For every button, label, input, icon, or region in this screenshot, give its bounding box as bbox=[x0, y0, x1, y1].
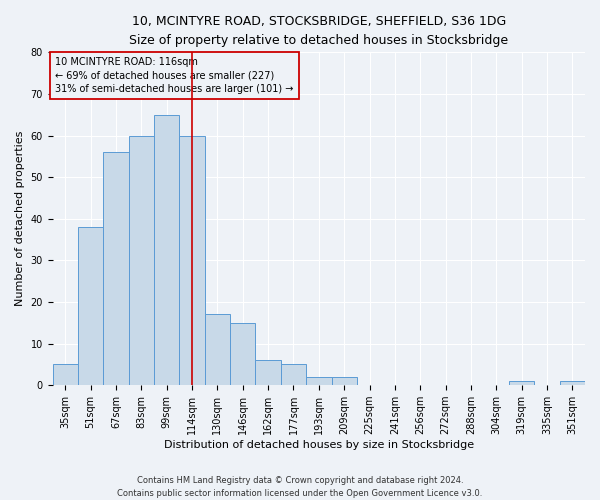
Text: 10 MCINTYRE ROAD: 116sqm
← 69% of detached houses are smaller (227)
31% of semi-: 10 MCINTYRE ROAD: 116sqm ← 69% of detach… bbox=[55, 58, 293, 94]
Title: 10, MCINTYRE ROAD, STOCKSBRIDGE, SHEFFIELD, S36 1DG
Size of property relative to: 10, MCINTYRE ROAD, STOCKSBRIDGE, SHEFFIE… bbox=[129, 15, 508, 47]
Text: Contains HM Land Registry data © Crown copyright and database right 2024.
Contai: Contains HM Land Registry data © Crown c… bbox=[118, 476, 482, 498]
Bar bbox=[103, 152, 129, 385]
Bar bbox=[179, 136, 205, 385]
Bar bbox=[256, 360, 281, 385]
Bar bbox=[281, 364, 306, 385]
Bar bbox=[332, 377, 357, 385]
Bar bbox=[129, 136, 154, 385]
Bar bbox=[205, 314, 230, 385]
Y-axis label: Number of detached properties: Number of detached properties bbox=[15, 131, 25, 306]
Bar bbox=[230, 323, 256, 385]
Bar bbox=[560, 381, 585, 385]
Bar bbox=[78, 227, 103, 385]
Bar bbox=[154, 115, 179, 385]
X-axis label: Distribution of detached houses by size in Stocksbridge: Distribution of detached houses by size … bbox=[164, 440, 474, 450]
Bar bbox=[306, 377, 332, 385]
Bar bbox=[53, 364, 78, 385]
Bar bbox=[509, 381, 535, 385]
